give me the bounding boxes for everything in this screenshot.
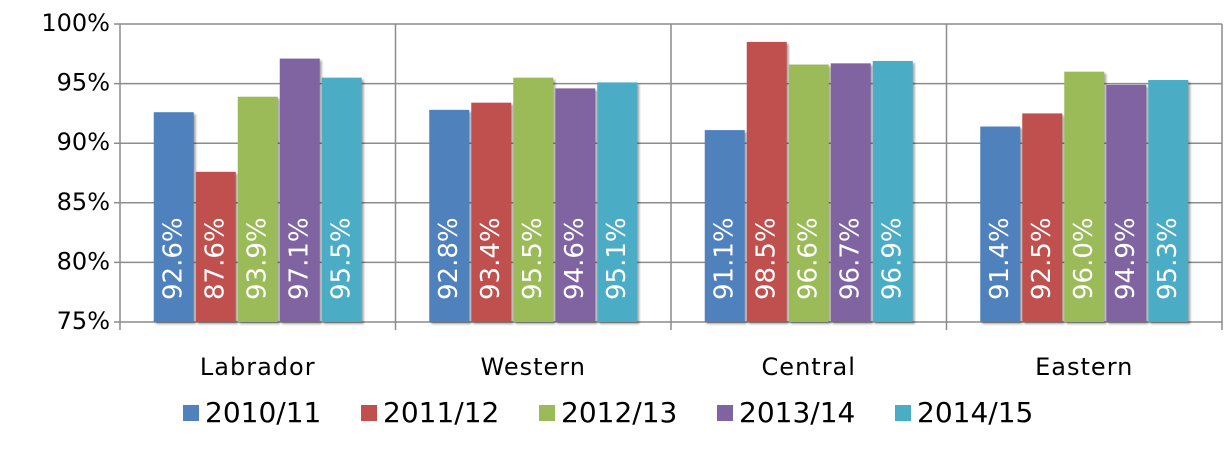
- bar: [1106, 84, 1147, 323]
- bar: [597, 82, 638, 323]
- data-label: 93.4%: [476, 217, 506, 300]
- bar: [471, 102, 512, 322]
- bar: [555, 88, 596, 322]
- bar: [1064, 71, 1105, 323]
- legend-swatch: [539, 405, 555, 421]
- data-label: 96.7%: [835, 217, 865, 300]
- data-label: 96.0%: [1069, 217, 1099, 300]
- data-label: 95.3%: [1153, 217, 1183, 300]
- data-label: 96.9%: [877, 217, 907, 300]
- x-tick-label: Central: [762, 353, 856, 381]
- bar: [195, 171, 236, 322]
- x-tick-label: Labrador: [200, 353, 316, 381]
- data-label: 95.1%: [602, 217, 632, 300]
- legend-label: 2014/15: [917, 396, 1033, 429]
- legend-swatch: [895, 405, 911, 421]
- data-label: 87.6%: [200, 217, 230, 300]
- bar: [872, 60, 913, 323]
- data-label: 91.1%: [709, 217, 739, 300]
- bar: [1148, 80, 1189, 322]
- y-tick-label: 75%: [57, 307, 110, 335]
- data-label: 92.6%: [158, 217, 188, 300]
- legend-swatch: [717, 405, 733, 421]
- bar: [237, 96, 278, 322]
- bar: [980, 126, 1021, 323]
- legend-label: 2010/11: [205, 396, 321, 429]
- bar: [321, 77, 362, 322]
- legend-swatch: [361, 405, 377, 421]
- data-label: 96.6%: [793, 217, 823, 300]
- data-label: 93.9%: [242, 217, 272, 300]
- data-label: 97.1%: [284, 217, 314, 300]
- data-label: 95.5%: [518, 217, 548, 300]
- data-label: 98.5%: [751, 217, 781, 300]
- legend-label: 2011/12: [383, 396, 499, 429]
- bar: [704, 130, 745, 322]
- y-tick-label: 85%: [57, 188, 110, 216]
- bar: [153, 112, 194, 322]
- legend-label: 2013/14: [739, 396, 855, 429]
- bar: [1022, 113, 1063, 323]
- bar: [788, 64, 829, 322]
- legend-label: 2012/13: [561, 396, 677, 429]
- x-tick-label: Eastern: [1035, 353, 1133, 381]
- y-tick-label: 100%: [41, 9, 110, 37]
- bar: [746, 41, 787, 322]
- bar: [830, 63, 871, 322]
- data-label: 94.9%: [1111, 217, 1141, 300]
- data-label: 94.6%: [560, 217, 590, 300]
- data-label: 91.4%: [985, 217, 1015, 300]
- x-tick-label: Western: [481, 353, 586, 381]
- y-tick-label: 95%: [57, 69, 110, 97]
- data-label: 92.5%: [1027, 217, 1057, 300]
- bar: [513, 77, 554, 322]
- y-tick-label: 90%: [57, 128, 110, 156]
- y-tick-label: 80%: [57, 247, 110, 275]
- bar: [279, 58, 320, 323]
- legend-swatch: [183, 405, 199, 421]
- data-label: 95.5%: [326, 217, 356, 300]
- bar: [429, 109, 470, 322]
- data-label: 92.8%: [434, 217, 464, 300]
